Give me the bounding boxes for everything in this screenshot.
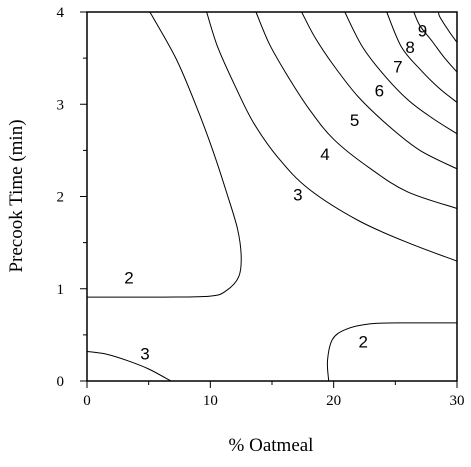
x-tick-label: 20	[326, 393, 341, 409]
x-tick-label: 0	[83, 393, 91, 409]
y-axis-title: Precook Time (min)	[6, 119, 27, 272]
contour-line-8	[413, 11, 458, 73]
contour-label-2: 2	[359, 332, 368, 351]
x-tick-label: 30	[450, 393, 465, 409]
contour-label-3: 3	[293, 186, 302, 205]
y-tick-label: 0	[57, 374, 65, 390]
contour-lines	[86, 11, 458, 382]
y-tick-label: 4	[57, 5, 65, 21]
contour-label-7: 7	[393, 57, 402, 76]
y-tick-label: 3	[57, 97, 65, 113]
contour-line-9	[438, 11, 458, 43]
contour-line-2	[326, 322, 458, 382]
contour-line-5	[301, 11, 458, 170]
y-tick-label: 2	[57, 190, 65, 206]
contour-line-3	[206, 11, 458, 262]
contour-label-8: 8	[405, 38, 414, 57]
y-tick-label: 1	[57, 282, 65, 298]
axis-ticks	[80, 11, 458, 388]
x-tick-label: 10	[203, 393, 218, 409]
contour-line-3	[86, 351, 172, 382]
contour-line-4	[255, 11, 458, 209]
contour-label-2: 2	[124, 269, 133, 288]
contour-label-9: 9	[418, 21, 427, 40]
contour-label-5: 5	[350, 111, 359, 130]
contour-line-6	[344, 11, 458, 135]
contour-label-3: 3	[140, 344, 149, 363]
contour-label-6: 6	[375, 81, 384, 100]
contour-line-7	[386, 11, 458, 103]
x-axis-title: % Oatmeal	[229, 435, 314, 456]
contour-line-2	[86, 11, 242, 298]
tick-labels: 0 10 20 30 0 1 2 3 4	[57, 5, 465, 409]
contour-label-4: 4	[320, 145, 329, 164]
